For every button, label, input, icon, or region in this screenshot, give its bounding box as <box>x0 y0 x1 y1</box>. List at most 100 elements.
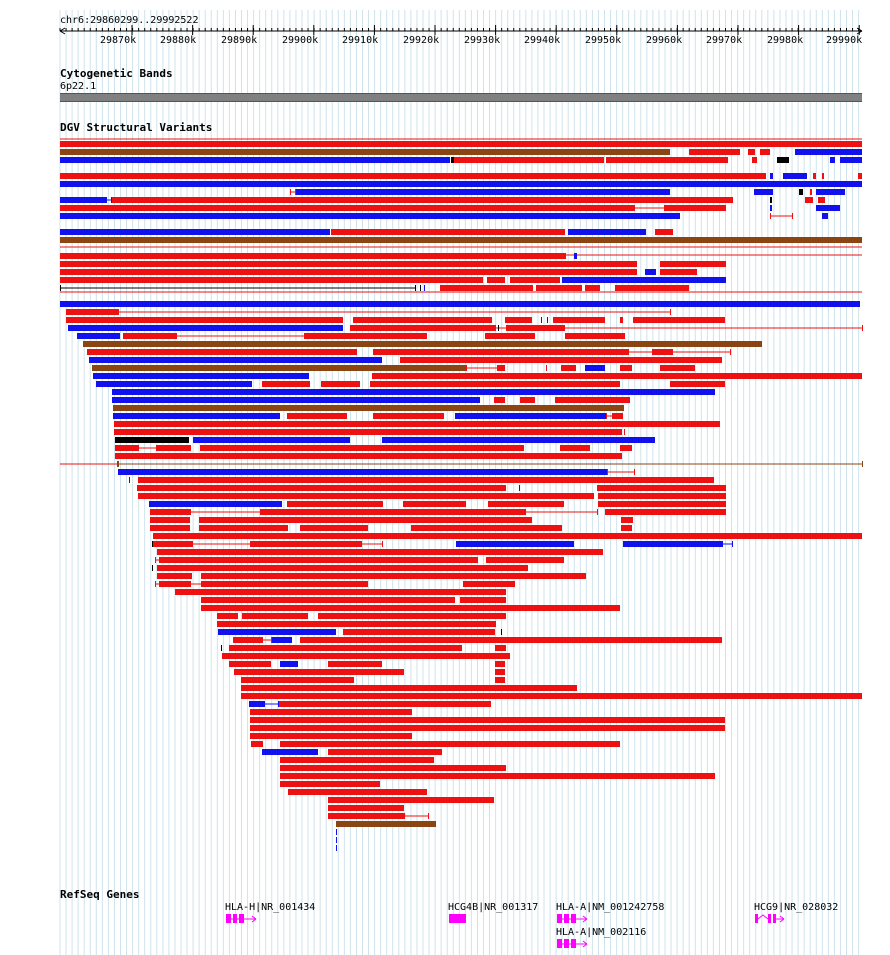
variant-connector <box>155 583 159 585</box>
variant-feature <box>123 333 176 339</box>
cytoband-track-title[interactable]: Cytogenetic Bands <box>60 67 173 80</box>
dgv-track-title[interactable]: DGV Structural Variants <box>60 121 213 134</box>
gene-label: HCG4B|NR_001317 <box>448 902 539 913</box>
variant-feature <box>620 317 623 323</box>
variant-end-tick <box>201 581 202 587</box>
variant-feature <box>560 445 590 451</box>
variant-end-tick <box>525 509 526 515</box>
variant-end-tick <box>420 285 421 291</box>
variant-end-tick <box>634 469 635 475</box>
variant-end-tick <box>159 581 160 587</box>
gene-strand-arrow <box>251 915 257 923</box>
variant-connector <box>60 246 862 248</box>
variant-end-tick <box>111 197 112 203</box>
variant-feature <box>621 517 633 523</box>
variant-connector <box>176 335 304 337</box>
variant-connector <box>106 199 111 201</box>
cytoband-label: 6p22.1 <box>60 81 97 92</box>
variant-end-tick <box>153 533 154 539</box>
variant-feature <box>150 509 190 515</box>
variant-end-tick <box>262 637 263 643</box>
variant-feature <box>251 741 263 747</box>
variant-end-tick <box>156 445 157 451</box>
variant-feature <box>770 197 772 203</box>
variant-feature <box>89 357 382 363</box>
variant-feature <box>241 693 862 699</box>
variant-feature <box>60 301 860 307</box>
variant-feature <box>612 413 623 419</box>
variant-connector <box>722 543 732 545</box>
variant-feature <box>157 549 603 555</box>
variant-end-tick <box>271 637 272 643</box>
variant-feature <box>799 189 803 195</box>
variant-feature <box>222 653 510 659</box>
variant-feature <box>777 157 789 163</box>
variant-end-tick <box>155 581 156 587</box>
variant-end-tick <box>498 325 499 331</box>
cytoband-bar[interactable] <box>60 93 862 102</box>
refseq-track-title[interactable]: RefSeq Genes <box>60 888 140 901</box>
variant-feature <box>783 173 807 179</box>
variant-end-tick <box>770 213 771 219</box>
variant-feature <box>249 701 264 707</box>
variant-feature <box>670 381 725 387</box>
variant-end-tick <box>336 837 337 843</box>
variant-end-tick <box>466 365 467 371</box>
variant-feature <box>250 733 412 739</box>
variant-connector <box>606 415 612 417</box>
variant-end-tick <box>106 197 107 203</box>
variant-feature <box>250 725 725 731</box>
variant-feature <box>598 501 726 507</box>
variant-end-tick <box>501 629 502 635</box>
variant-feature <box>193 437 350 443</box>
variant-end-tick <box>118 461 119 467</box>
variant-feature <box>816 205 840 211</box>
variant-end-tick <box>732 541 733 547</box>
variant-end-tick <box>546 365 547 371</box>
variant-feature <box>373 349 628 355</box>
variant-feature <box>113 413 280 419</box>
variant-feature <box>486 557 564 563</box>
variant-feature <box>242 613 308 619</box>
variant-end-tick <box>176 333 177 339</box>
variant-feature <box>300 637 722 643</box>
gene-exon <box>773 914 776 923</box>
variant-feature <box>250 709 412 715</box>
variant-feature <box>561 365 576 371</box>
variant-feature <box>60 237 862 243</box>
gene-strand-arrow <box>582 940 588 948</box>
variant-end-tick <box>722 541 723 547</box>
variant-feature <box>153 533 862 539</box>
variant-feature <box>615 285 689 291</box>
variant-feature <box>200 445 524 451</box>
variant-end-tick <box>152 541 153 547</box>
variant-feature <box>287 413 347 419</box>
gene-label: HCG9|NR_028032 <box>754 902 839 913</box>
variant-feature <box>287 501 383 507</box>
variant-end-tick <box>597 509 598 515</box>
variant-feature <box>280 757 434 763</box>
variant-feature <box>60 181 862 187</box>
variant-end-tick <box>138 445 139 451</box>
variant-feature <box>689 149 740 155</box>
variant-end-tick <box>155 557 156 563</box>
coordinate-ruler[interactable] <box>0 24 890 36</box>
variant-end-tick <box>192 541 193 547</box>
variant-feature <box>555 397 630 403</box>
variant-feature <box>60 149 670 155</box>
variant-feature <box>343 629 495 635</box>
variant-connector <box>525 511 597 513</box>
variant-feature <box>660 269 697 275</box>
variant-feature <box>96 381 252 387</box>
gene-exon <box>564 914 569 923</box>
variant-feature <box>60 173 766 179</box>
variant-feature <box>60 269 637 275</box>
variant-feature <box>373 413 444 419</box>
variant-end-tick <box>624 429 625 435</box>
variant-feature <box>495 669 505 675</box>
variant-feature <box>201 605 620 611</box>
variant-feature <box>280 781 380 787</box>
variant-feature <box>822 173 824 179</box>
